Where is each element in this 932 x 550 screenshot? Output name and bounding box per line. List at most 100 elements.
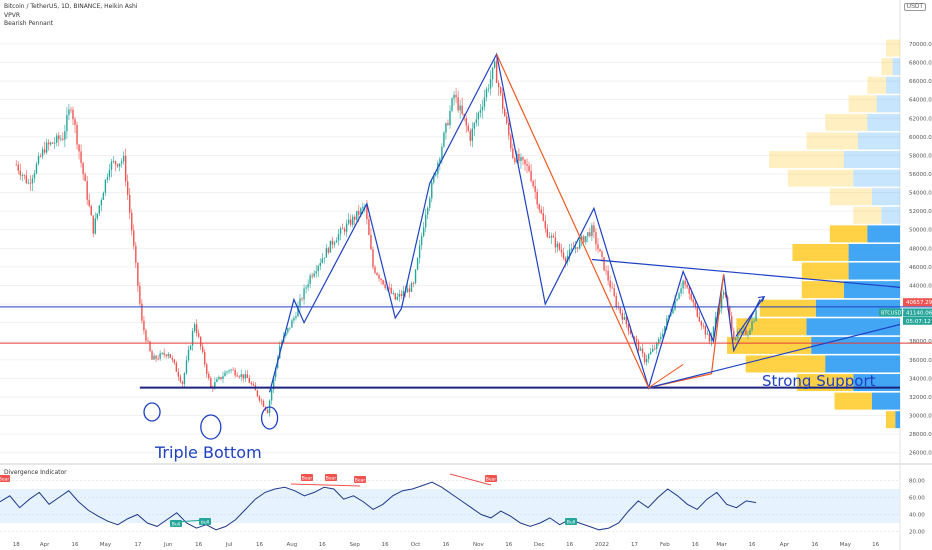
candle-body — [461, 105, 463, 114]
time-tick-label: 16 — [811, 542, 818, 548]
oscillator-band — [0, 489, 900, 523]
candle-body — [230, 369, 232, 371]
candle-body — [313, 273, 315, 277]
indicator-pennant-label[interactable]: Bearish Pennant — [4, 20, 53, 27]
candle-body — [341, 228, 344, 230]
candle-body — [21, 174, 23, 176]
volume-profile-down-bar — [801, 262, 849, 280]
candle-body — [439, 158, 441, 163]
candle-body — [43, 149, 46, 153]
volume-profile-down-bar — [885, 411, 896, 429]
candle-body — [352, 216, 354, 225]
candle-body — [538, 204, 540, 210]
oscillator-title[interactable]: Divergence Indicator — [4, 469, 67, 476]
volume-profile-up-bar — [881, 206, 900, 224]
candle-body — [493, 61, 496, 68]
candle-body — [570, 248, 573, 250]
price-tick-label: 68000.00 — [909, 61, 932, 67]
candle-body — [475, 119, 478, 124]
candle-body — [647, 354, 650, 360]
candle-body — [692, 299, 694, 303]
candle-body — [429, 198, 431, 208]
candle-body — [645, 359, 648, 363]
volume-profile-down-bar — [745, 355, 826, 373]
candle-body — [157, 358, 159, 360]
candle-body — [72, 109, 74, 120]
time-axis[interactable]: 18 Apr 16 May 17 Jun 16 Jul 16 Aug 16 Sep 16 Oct 16 Nov… — [13, 542, 880, 548]
candle-body — [52, 142, 54, 144]
candle-body — [471, 128, 473, 141]
candle-body — [552, 235, 555, 238]
candle-body — [609, 280, 611, 288]
candle-body — [704, 326, 707, 335]
time-tick-label: 16 — [319, 542, 326, 548]
candle-body — [218, 376, 220, 380]
volume-profile-up-bar — [843, 151, 900, 169]
candle-body — [354, 216, 356, 220]
candle-body — [542, 213, 544, 221]
candle-body — [688, 287, 690, 294]
candle-body — [274, 367, 277, 378]
candle-body — [45, 142, 48, 153]
volume-profile-up-bar — [806, 318, 900, 336]
volume-profile-down-bar — [806, 132, 858, 150]
candle-body — [510, 135, 512, 149]
candle-body — [530, 170, 532, 182]
oscillator-tick-label: 60.00 — [909, 496, 925, 502]
candle-body — [684, 280, 686, 285]
red-trend-line — [648, 364, 684, 389]
candle-body — [747, 334, 749, 336]
candle-body — [47, 142, 50, 145]
price-tick-label: 30000.00 — [909, 414, 932, 420]
time-tick-label: 16 — [749, 542, 756, 548]
candle-body — [319, 262, 321, 266]
candle-body — [272, 377, 275, 390]
candle-body — [258, 396, 261, 401]
candle-body — [410, 283, 413, 292]
candle-body — [435, 173, 437, 176]
volume-profile-down-bar — [759, 299, 816, 317]
candle-body — [499, 87, 502, 94]
time-tick-label: Jun — [163, 542, 173, 548]
candle-body — [485, 88, 488, 98]
candle-body — [422, 227, 425, 237]
bear-label: Bear — [0, 477, 9, 483]
candle-body — [382, 280, 384, 285]
indicator-vpvr-label[interactable]: VPVR — [4, 12, 20, 19]
volume-profile-down-bar — [834, 392, 872, 410]
bull-label: Bull — [567, 520, 575, 526]
price-tick-label: 26000.00 — [909, 451, 932, 457]
candle-body — [564, 257, 567, 262]
candle-body — [581, 236, 583, 241]
candle-body — [234, 370, 236, 376]
candle-body — [163, 352, 165, 355]
price-tick-label: 56000.00 — [909, 172, 932, 178]
candle-body — [92, 215, 94, 234]
time-tick-label: 16 — [382, 542, 389, 548]
candle-body — [722, 292, 725, 296]
candle-body — [305, 287, 307, 289]
symbol-title[interactable]: Bitcoin / TetherUS, 1D, BINANCE, Heikin … — [4, 3, 138, 10]
candle-body — [656, 343, 658, 350]
candle-body — [232, 369, 234, 371]
countdown-tag-box — [903, 316, 932, 325]
candle-body — [90, 205, 92, 216]
candle-body — [380, 278, 382, 281]
currency-badge[interactable]: USDT — [903, 3, 926, 11]
candle-body — [504, 108, 506, 117]
candle-body — [583, 236, 585, 243]
oscillator-line — [0, 481, 757, 531]
candle-body — [149, 341, 151, 352]
candle-body — [376, 272, 378, 275]
candle-body — [619, 307, 621, 314]
candle-body — [441, 146, 443, 159]
candle-body — [714, 317, 717, 327]
candle-body — [449, 110, 451, 126]
candle-body — [153, 355, 155, 360]
oscillator-tick-label: 20.00 — [909, 530, 925, 536]
candle-body — [337, 234, 340, 241]
candle-body — [291, 320, 293, 328]
bear-label: Bear — [302, 476, 313, 482]
